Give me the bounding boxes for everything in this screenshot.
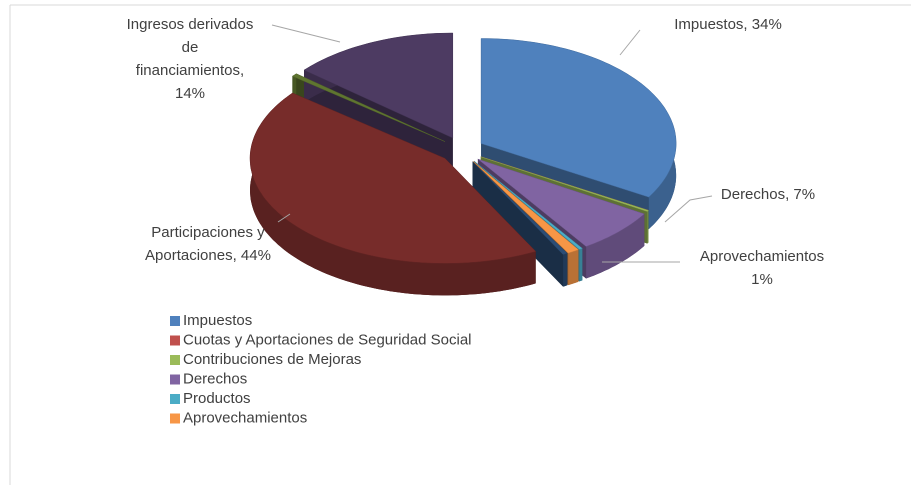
leader-line bbox=[271, 24, 341, 43]
legend-swatch bbox=[170, 335, 180, 346]
leader-line bbox=[664, 195, 713, 223]
legend-label: Cuotas y Aportaciones de Seguridad Socia… bbox=[183, 331, 472, 348]
slice bbox=[477, 158, 645, 247]
legend-label: Aprovechamientos bbox=[183, 409, 307, 426]
legend-swatch bbox=[170, 394, 180, 404]
legend-swatch bbox=[170, 374, 180, 385]
data-label: Participaciones y Aportaciones, 44% bbox=[145, 224, 271, 264]
leader-line bbox=[277, 213, 291, 223]
legend-label: Contribuciones de Mejoras bbox=[183, 351, 361, 368]
slice-side bbox=[647, 210, 649, 244]
data-label: Impuestos, 34% bbox=[674, 16, 782, 33]
data-label: Derechos, 7% bbox=[721, 186, 815, 203]
slice bbox=[480, 38, 677, 198]
data-label: Ingresos derivados de financiamientos, 14% bbox=[127, 16, 254, 102]
slice bbox=[473, 161, 579, 254]
legend-swatch bbox=[170, 355, 180, 365]
slice-side bbox=[472, 161, 564, 287]
legend-label: Impuestos bbox=[183, 312, 252, 329]
legend-swatch bbox=[170, 316, 180, 326]
slice bbox=[249, 92, 537, 264]
slice bbox=[303, 32, 454, 139]
legend-label: Derechos bbox=[183, 370, 247, 387]
slice bbox=[473, 160, 583, 250]
slice-side bbox=[250, 93, 536, 296]
slice bbox=[472, 161, 568, 255]
slice-side bbox=[586, 213, 645, 279]
slice-side bbox=[568, 249, 579, 286]
leader-line bbox=[619, 29, 641, 56]
legend-swatch bbox=[170, 413, 180, 424]
data-label: Aprovechamientos 1% bbox=[700, 248, 824, 288]
slice bbox=[480, 156, 649, 212]
slice-side bbox=[563, 253, 568, 287]
slice-side bbox=[579, 248, 583, 282]
legend-label: Productos bbox=[183, 390, 251, 407]
slice bbox=[291, 73, 446, 142]
